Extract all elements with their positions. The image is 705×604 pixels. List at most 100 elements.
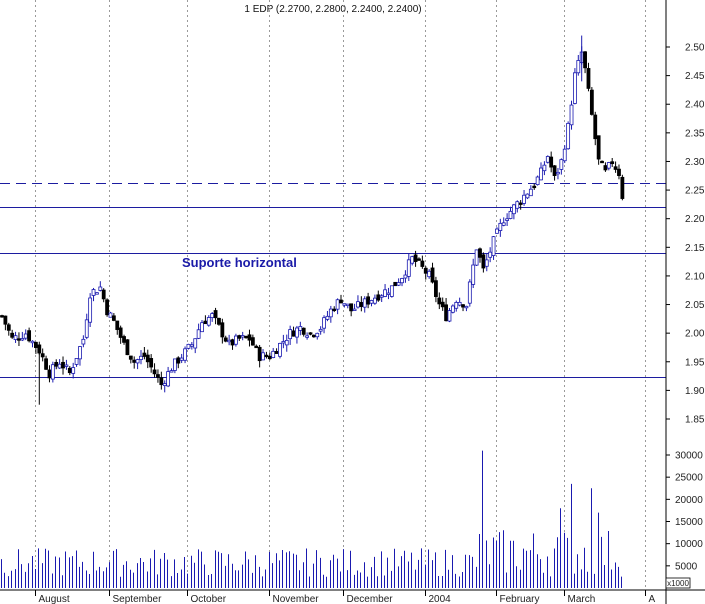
candle-body <box>122 336 126 343</box>
candle-body <box>495 228 499 234</box>
candle-body <box>105 299 109 316</box>
candle-body <box>569 104 574 126</box>
candle-body <box>386 292 391 295</box>
candle-body <box>128 355 133 360</box>
price-tick-label: 2.45 <box>685 71 705 82</box>
candle-body <box>498 222 503 231</box>
candle-body <box>525 193 530 199</box>
candle-body <box>20 338 25 341</box>
price-tick-label: 2.35 <box>685 128 705 139</box>
candle-body <box>234 335 238 345</box>
candle-body <box>562 148 567 162</box>
candle-body <box>193 338 198 349</box>
candle-body <box>305 335 310 338</box>
candle-body <box>64 364 69 367</box>
candle-body <box>295 327 299 338</box>
candle-body <box>518 202 523 205</box>
candle-body <box>389 285 394 297</box>
candle-body <box>271 350 276 358</box>
candle-body <box>206 317 211 326</box>
candle-body <box>593 114 598 140</box>
month-label: 2004 <box>429 594 452 604</box>
candle-body <box>240 335 245 338</box>
candle-body <box>142 352 147 357</box>
candle-body <box>464 305 469 309</box>
price-tick-label: 2.40 <box>685 100 705 111</box>
candle-body <box>261 352 265 361</box>
price-tick-label: 2.10 <box>685 271 705 282</box>
candle-body <box>115 320 120 330</box>
candle-body <box>23 333 28 339</box>
candle-body <box>542 164 547 172</box>
candle-body <box>559 159 564 170</box>
candle-body <box>522 194 526 204</box>
candle-body <box>17 338 21 341</box>
candle-body <box>186 343 191 349</box>
price-tick-label: 2.30 <box>685 157 705 168</box>
volume-unit-label: x1000 <box>667 579 689 588</box>
candle-body <box>589 89 594 115</box>
month-label: November <box>273 594 320 604</box>
candle-body <box>532 185 537 189</box>
candle-body <box>308 332 313 335</box>
candle-body <box>169 370 174 373</box>
candle-body <box>620 176 625 199</box>
candle-body <box>108 312 113 318</box>
candle-body <box>349 303 354 312</box>
candle-body <box>274 351 279 354</box>
candle-body <box>339 299 343 304</box>
month-label: December <box>347 594 394 604</box>
candle-body <box>356 301 360 308</box>
time-axis: August September October November December 20… <box>35 590 656 604</box>
candle-body <box>152 369 157 375</box>
candle-body <box>145 354 150 363</box>
candle-body <box>406 259 411 277</box>
candle-body <box>301 327 306 335</box>
candle-body <box>325 315 330 320</box>
candle-body <box>57 363 62 369</box>
candle-body <box>606 162 611 169</box>
candle-body <box>461 304 465 308</box>
volume-bars <box>1 450 622 588</box>
candle-body <box>586 68 591 89</box>
candle-body <box>474 249 479 266</box>
volume-tick-label: 30000 <box>675 451 703 462</box>
candle-body <box>501 222 506 226</box>
candle-body <box>111 315 116 321</box>
month-label: February <box>500 594 540 604</box>
candle-body <box>376 294 381 301</box>
candle-body <box>227 339 232 343</box>
candle-body <box>95 292 99 295</box>
candle-body <box>13 335 18 341</box>
candle-body <box>366 296 371 305</box>
candle-body <box>0 315 4 318</box>
candle-body <box>244 335 248 339</box>
candle-body <box>359 302 364 307</box>
candle-body <box>322 317 326 329</box>
candle-body <box>230 339 235 346</box>
candle-body <box>176 357 181 364</box>
candle-body <box>250 337 255 346</box>
candle-body <box>396 282 401 286</box>
candle-body <box>556 171 560 175</box>
candle-body <box>600 160 604 164</box>
candle-body <box>291 330 296 337</box>
candle-body <box>488 251 493 258</box>
candle-body <box>400 278 404 284</box>
candle-body <box>149 358 154 368</box>
candle-body <box>223 337 228 342</box>
candle-body <box>267 355 272 360</box>
candle-body <box>413 254 418 262</box>
candle-body <box>583 51 587 69</box>
candle-body <box>332 308 337 311</box>
candle-body <box>27 330 32 342</box>
candle-body <box>447 310 452 322</box>
candle-body <box>450 305 455 313</box>
candle-body <box>264 354 269 358</box>
candle-body <box>535 176 540 185</box>
candle-body <box>196 329 201 339</box>
candle-body <box>47 369 52 379</box>
candle-body <box>132 359 137 363</box>
candle-body <box>515 201 520 209</box>
candle-body <box>352 308 357 311</box>
